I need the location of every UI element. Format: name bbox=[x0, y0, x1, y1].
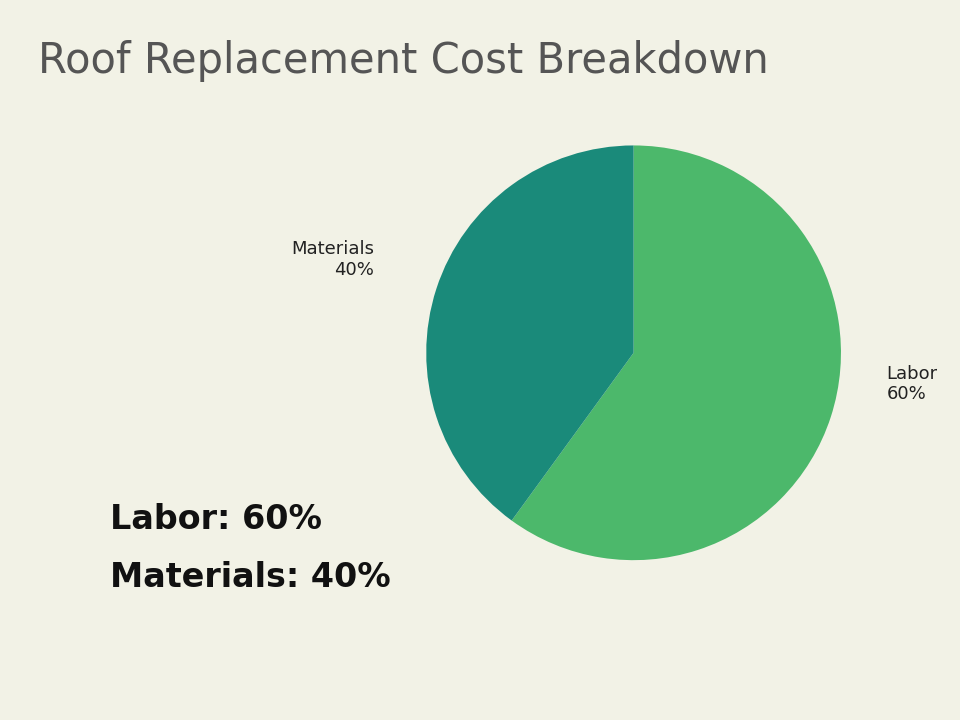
Text: Labor
60%: Labor 60% bbox=[887, 364, 938, 403]
Wedge shape bbox=[512, 145, 841, 560]
Text: Labor: 60%: Labor: 60% bbox=[110, 503, 323, 536]
Text: Roof Replacement Cost Breakdown: Roof Replacement Cost Breakdown bbox=[38, 40, 769, 81]
Wedge shape bbox=[426, 145, 634, 521]
Text: Materials: 40%: Materials: 40% bbox=[110, 561, 391, 594]
Text: Materials
40%: Materials 40% bbox=[292, 240, 374, 279]
